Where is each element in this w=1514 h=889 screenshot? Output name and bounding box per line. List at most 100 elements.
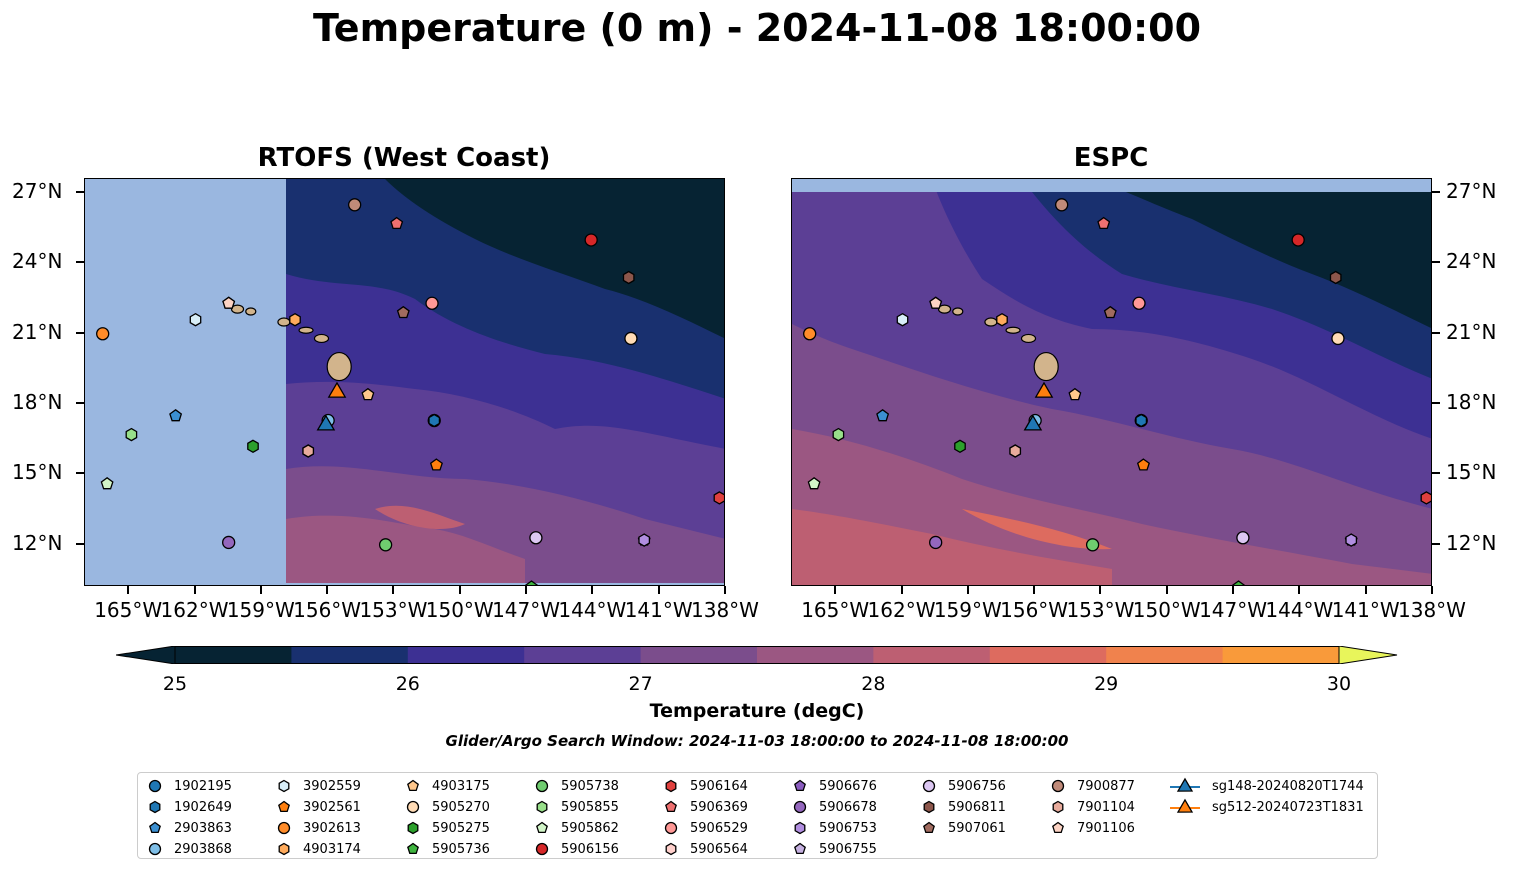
legend-symbol[interactable] xyxy=(407,821,419,835)
marker-7901106[interactable] xyxy=(222,296,236,309)
marker-7900877[interactable] xyxy=(1055,198,1069,212)
legend-symbol[interactable] xyxy=(535,842,549,856)
island-1 xyxy=(952,307,964,316)
legend-symbol[interactable] xyxy=(277,821,291,835)
marker-3902613[interactable] xyxy=(96,327,110,341)
marker-5907061[interactable] xyxy=(396,305,410,319)
marker-3902613[interactable] xyxy=(803,327,817,341)
marker-5905736[interactable] xyxy=(1232,580,1245,586)
legend-symbol[interactable] xyxy=(1052,800,1064,814)
marker-5907061[interactable] xyxy=(1103,305,1117,319)
legend-symbol[interactable] xyxy=(149,821,161,834)
marker-5906756[interactable] xyxy=(529,531,543,545)
marker-sg512-20240723T1831[interactable] xyxy=(327,381,347,398)
marker-1902649[interactable] xyxy=(428,413,441,428)
legend-label: 5906811 xyxy=(948,799,1006,815)
map-espc[interactable] xyxy=(791,178,1432,586)
marker-2903863[interactable] xyxy=(876,408,890,422)
marker-5905275[interactable] xyxy=(954,439,966,454)
legend-symbol[interactable] xyxy=(278,800,290,813)
marker-5906164[interactable] xyxy=(1420,491,1431,505)
legend-symbol[interactable] xyxy=(793,800,807,814)
legend-symbol[interactable] xyxy=(148,779,162,793)
map-rtofs[interactable] xyxy=(84,178,725,586)
marker-7901104[interactable] xyxy=(302,444,315,458)
marker-5906753[interactable] xyxy=(1345,533,1358,547)
legend-label: 4903174 xyxy=(303,841,361,857)
marker-sg148-20240820T1744[interactable] xyxy=(316,414,336,431)
lon-tick-label: 147°W xyxy=(492,598,561,622)
legend-symbol[interactable] xyxy=(664,821,678,835)
marker-7901106[interactable] xyxy=(929,296,943,309)
marker-5906529[interactable] xyxy=(425,296,439,310)
legend-symbol[interactable] xyxy=(794,842,806,855)
marker-4903174[interactable] xyxy=(289,312,301,327)
legend-marker xyxy=(793,800,807,814)
marker-5906678[interactable] xyxy=(222,535,236,550)
marker-3902559[interactable] xyxy=(189,312,202,327)
legend-symbol[interactable] xyxy=(536,821,548,834)
legend-symbol[interactable] xyxy=(794,779,806,792)
marker-3902559[interactable] xyxy=(896,312,909,327)
legend-label: 5906564 xyxy=(690,841,748,857)
legend-marker xyxy=(277,821,291,835)
marker-3902561[interactable] xyxy=(1136,458,1150,471)
marker-7901104[interactable] xyxy=(1009,444,1022,458)
marker-5905738[interactable] xyxy=(1085,538,1100,552)
legend-symbol[interactable] xyxy=(923,800,935,814)
marker-4903175[interactable] xyxy=(361,387,375,401)
marker-5905738[interactable] xyxy=(378,538,393,552)
marker-1902649[interactable] xyxy=(1135,413,1148,428)
legend-symbol[interactable] xyxy=(665,800,677,813)
marker-sg512-20240723T1831[interactable] xyxy=(1034,381,1054,398)
marker-5906678[interactable] xyxy=(929,535,943,550)
marker-5905855[interactable] xyxy=(832,427,845,442)
legend-symbol[interactable] xyxy=(1052,821,1064,834)
marker-7900877[interactable] xyxy=(348,198,362,212)
legend-symbol[interactable] xyxy=(278,779,290,793)
marker-5906811[interactable] xyxy=(1329,270,1342,285)
colorbar-ticks: 25 26 27 28 29 30 xyxy=(0,673,1514,697)
legend-symbol[interactable] xyxy=(407,779,419,792)
marker-5906156[interactable] xyxy=(584,233,598,247)
marker-5906529[interactable] xyxy=(1132,296,1146,310)
legend-symbol[interactable] xyxy=(923,821,935,834)
legend-symbol[interactable] xyxy=(278,842,290,856)
marker-5905736[interactable] xyxy=(525,580,538,586)
marker-5906369[interactable] xyxy=(390,216,404,230)
marker-5905275[interactable] xyxy=(247,439,259,454)
legend-symbol[interactable] xyxy=(1176,798,1194,813)
marker-5906756[interactable] xyxy=(1236,531,1250,545)
legend-symbol[interactable] xyxy=(665,779,677,793)
legend-symbol[interactable] xyxy=(535,779,549,793)
marker-5905862[interactable] xyxy=(807,476,821,490)
marker-sg148-20240820T1744[interactable] xyxy=(1023,414,1043,431)
marker-5905862[interactable] xyxy=(100,476,114,490)
marker-5905270[interactable] xyxy=(624,331,638,346)
marker-5906164[interactable] xyxy=(713,491,724,505)
marker-4903175[interactable] xyxy=(1068,387,1082,401)
legend-symbol[interactable] xyxy=(922,779,936,793)
legend-symbol[interactable] xyxy=(406,800,420,814)
island-5 xyxy=(326,351,352,382)
legend-symbol[interactable] xyxy=(536,800,548,814)
legend-symbol[interactable] xyxy=(148,842,162,856)
marker-5906811[interactable] xyxy=(622,270,635,285)
island-5 xyxy=(1033,351,1059,382)
marker-3902561[interactable] xyxy=(429,458,443,471)
marker-5906369[interactable] xyxy=(1097,216,1111,230)
legend-symbol[interactable] xyxy=(1176,777,1194,792)
legend-symbol[interactable] xyxy=(407,842,419,855)
marker-5906753[interactable] xyxy=(638,533,651,547)
legend-symbol[interactable] xyxy=(665,842,677,856)
map-espc-canvas xyxy=(792,179,1431,586)
legend-symbol[interactable] xyxy=(149,800,161,814)
marker-2903863[interactable] xyxy=(169,408,183,422)
marker-5906156[interactable] xyxy=(1291,233,1305,247)
marker-4903174[interactable] xyxy=(996,312,1008,327)
legend-symbol[interactable] xyxy=(794,821,806,835)
marker-5905855[interactable] xyxy=(125,427,138,442)
legend-item: 1902649 xyxy=(148,797,232,817)
legend-symbol[interactable] xyxy=(1051,779,1065,793)
marker-5905270[interactable] xyxy=(1331,331,1345,346)
